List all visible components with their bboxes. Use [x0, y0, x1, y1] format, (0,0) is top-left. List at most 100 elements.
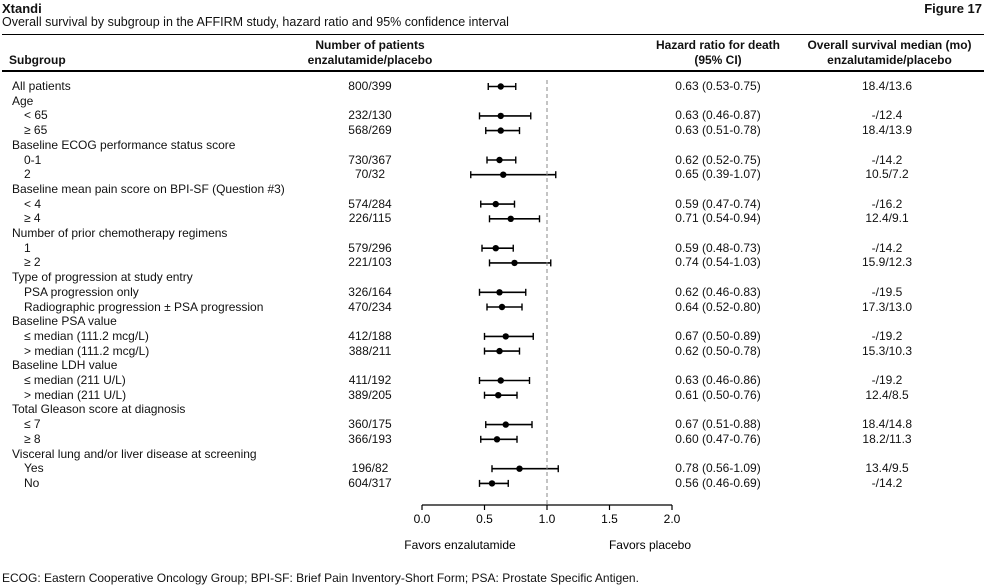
patients-cell: 568/269 [348, 123, 392, 138]
subgroup-label: Type of progression at study entry [12, 270, 193, 285]
median-survival-cell: 12.4/9.1 [865, 211, 909, 226]
subgroup-label: < 4 [24, 196, 42, 211]
median-survival-cell: 18.4/13.6 [861, 79, 913, 93]
hazard-ratio-point [493, 436, 501, 443]
subgroup-label: ≥ 8 [24, 431, 41, 446]
subgroup-label: 0-1 [24, 152, 42, 167]
hazard-ratio-point [498, 303, 506, 311]
subgroup-label: Baseline ECOG performance status score [12, 137, 236, 152]
table-row: ≤ median (111.2 mcg/L) 412/188 0.67 (0.50-… [0, 329, 986, 343]
patients-cell: 366/193 [348, 431, 392, 446]
subgroup-heading-row: Total Gleason score at diagnosis [0, 402, 986, 416]
figure-subtitle: Overall survival by subgroup in the AFFI… [2, 15, 509, 29]
median-survival-cell: 18.2/11.3 [862, 431, 912, 446]
hazard-ratio-cell: 0.63 (0.51-0.78) [675, 123, 761, 138]
subgroup-heading-row: Visceral lung and/or liver disease at sc… [0, 447, 986, 461]
col-header-median: Overall survival median (mo) enzalutamid… [802, 38, 977, 68]
patients-cell: 579/296 [348, 240, 392, 255]
table-row: 1 579/296 0.59 (0.48-0.73) -/14.2 [0, 241, 986, 255]
hazard-ratio-cell: 0.60 (0.47-0.76) [675, 431, 761, 446]
patients-cell: 226/115 [348, 211, 392, 226]
table-row: 0-1 730/367 0.62 (0.52-0.75) -/14.2 [0, 153, 986, 167]
subgroup-heading-row: Number of prior chemotherapy regimens [0, 226, 986, 240]
hazard-ratio-point [502, 421, 509, 428]
subgroup-heading-row: Baseline mean pain score on BPI-SF (Ques… [0, 182, 986, 196]
median-survival-cell: 17.3/13.0 [861, 299, 913, 314]
subgroup-label: ≤ median (211 U/L) [24, 373, 126, 387]
hazard-ratio-cell: 0.74 (0.54-1.03) [675, 255, 761, 270]
hazard-ratio-point [497, 377, 504, 384]
hazard-ratio-cell: 0.67 (0.51-0.88) [675, 417, 761, 432]
table-row: > median (111.2 mcg/L) 388/211 0.62 (0.50-… [0, 344, 986, 358]
subgroup-label: ≥ 65 [24, 123, 48, 138]
median-survival-cell: -/19.2 [871, 328, 903, 343]
median-survival-cell: 12.4/8.5 [865, 387, 909, 402]
subgroup-label: Total Gleason score at diagnosis [12, 402, 186, 417]
hazard-ratio-point [496, 347, 503, 355]
median-survival-cell: -/14.2 [871, 475, 903, 490]
subgroup-label: Baseline LDH value [12, 358, 118, 373]
col-header-patients-line2: enzalutamide/placebo [307, 53, 433, 67]
x-tick-label: 0.0 [414, 512, 431, 526]
col-header-subgroup: Subgroup [9, 53, 66, 67]
table-row: No 604/317 0.56 (0.46-0.69) -/14.2 [0, 476, 986, 490]
table-row: Radiographic progression ± PSA progressi… [0, 300, 986, 314]
hazard-ratio-point [488, 480, 496, 487]
hazard-ratio-cell: 0.78 (0.56-1.09) [675, 461, 761, 476]
hazard-ratio-point [507, 215, 514, 222]
subgroup-label: ≤ 7 [24, 417, 41, 432]
hazard-ratio-cell: 0.65 (0.39-1.07) [675, 167, 761, 182]
table-row: 2 70/32 0.65 (0.39-1.07) 10.5/7.2 [0, 167, 986, 181]
patients-cell: 326/164 [348, 284, 392, 299]
median-survival-cell: 18.4/14.8 [861, 417, 913, 432]
hazard-ratio-cell: 0.62 (0.50-0.78) [675, 343, 761, 358]
favors-enzalutamide-label: Favors enzalutamide [404, 538, 516, 552]
median-survival-cell: 13.4/9.5 [865, 461, 909, 476]
subgroup-label: ≤ median (111.2 mcg/L) [24, 328, 149, 343]
patients-cell: 388/211 [348, 343, 392, 358]
subgroup-heading-row: Age [0, 94, 986, 108]
x-tick-label: 0.5 [476, 512, 493, 526]
subgroup-label: Radiographic progression ± PSA progressi… [24, 299, 264, 314]
hazard-ratio-cell: 0.67 (0.50-0.89) [675, 328, 761, 343]
hazard-ratio-point [495, 392, 502, 399]
hazard-ratio-cell: 0.56 (0.46-0.69) [675, 475, 761, 490]
table-row: Yes 196/82 0.78 (0.56-1.09) 13.4/9.5 [0, 461, 986, 475]
table-row: > median (211 U/L) 389/205 0.61 (0.50-0.76… [0, 388, 986, 402]
patients-cell: 800/399 [348, 79, 392, 93]
subgroup-label: Visceral lung and/or liver disease at sc… [12, 446, 257, 461]
median-survival-cell: 18.4/13.9 [861, 123, 913, 138]
patients-cell: 574/284 [348, 196, 392, 211]
hazard-ratio-point [500, 171, 507, 178]
patients-cell: 412/188 [348, 328, 392, 343]
table-row: ≥ 4 226/115 0.71 (0.54-0.94) 12.4/9.1 [0, 211, 986, 225]
patients-cell: 360/175 [348, 417, 392, 432]
median-survival-cell: 10.5/7.2 [865, 167, 909, 182]
subgroup-heading-row: Baseline PSA value [0, 314, 986, 328]
subgroup-label: All patients [12, 79, 71, 93]
x-tick-label: 1.0 [539, 512, 556, 526]
patients-cell: 411/192 [348, 373, 392, 387]
hazard-ratio-point [511, 259, 518, 267]
top-rule [2, 34, 984, 35]
hazard-ratio-point [516, 465, 523, 472]
table-row: ≥ 2 221/103 0.74 (0.54-1.03) 15.9/12.3 [0, 255, 986, 269]
subgroup-label: Number of prior chemotherapy regimens [12, 226, 228, 240]
hazard-ratio-cell: 0.62 (0.46-0.83) [675, 284, 761, 299]
x-tick-label: 1.5 [601, 512, 618, 526]
subgroup-label: 2 [24, 167, 31, 182]
hazard-ratio-cell: 0.63 (0.46-0.87) [675, 108, 761, 123]
col-header-patients-line1: Number of patients [315, 38, 425, 52]
table-row: ≥ 8 366/193 0.60 (0.47-0.76) 18.2/11.3 [0, 432, 986, 446]
hazard-ratio-point [497, 83, 504, 90]
hazard-ratio-point [492, 200, 499, 208]
patients-cell: 470/234 [348, 299, 392, 314]
table-row: ≥ 65 568/269 0.63 (0.51-0.78) 18.4/13.9 [0, 123, 986, 137]
hazard-ratio-point [492, 245, 499, 252]
x-tick-label: 2.0 [664, 512, 681, 526]
subgroup-label: No [24, 475, 40, 490]
favors-placebo-label: Favors placebo [609, 538, 691, 552]
footnote: ECOG: Eastern Cooperative Oncology Group… [2, 571, 639, 585]
subgroup-heading-row: Type of progression at study entry [0, 270, 986, 284]
hazard-ratio-point [497, 127, 504, 134]
